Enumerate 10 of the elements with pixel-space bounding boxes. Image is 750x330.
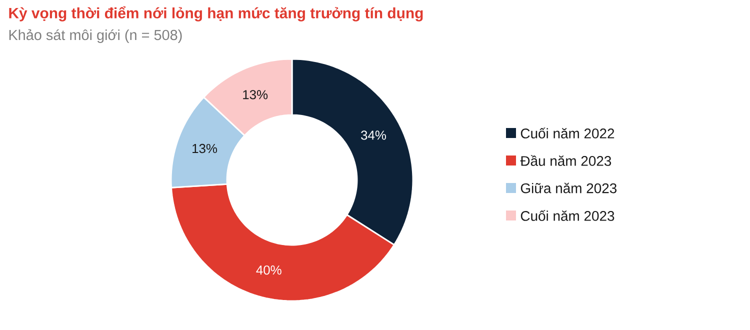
data-label: 13% [243,90,268,100]
legend-label: Đầu năm 2023 [520,155,612,166]
data-label: 13% [192,144,218,154]
legend-label: Giữa năm 2023 [520,182,617,194]
legend-label: Cuối năm 2023 [520,210,614,221]
legend-label: Cuối năm 2022 [520,128,614,138]
data-label: 40% [256,265,282,275]
chart-title: Kỳ vọng thời điểm nới lỏng hạn mức tăng trưởng tín dụng [9,6,423,22]
chart-subtitle: Khảo sát môi giới (n = 508) [9,29,182,43]
data-label: 34% [361,130,386,140]
